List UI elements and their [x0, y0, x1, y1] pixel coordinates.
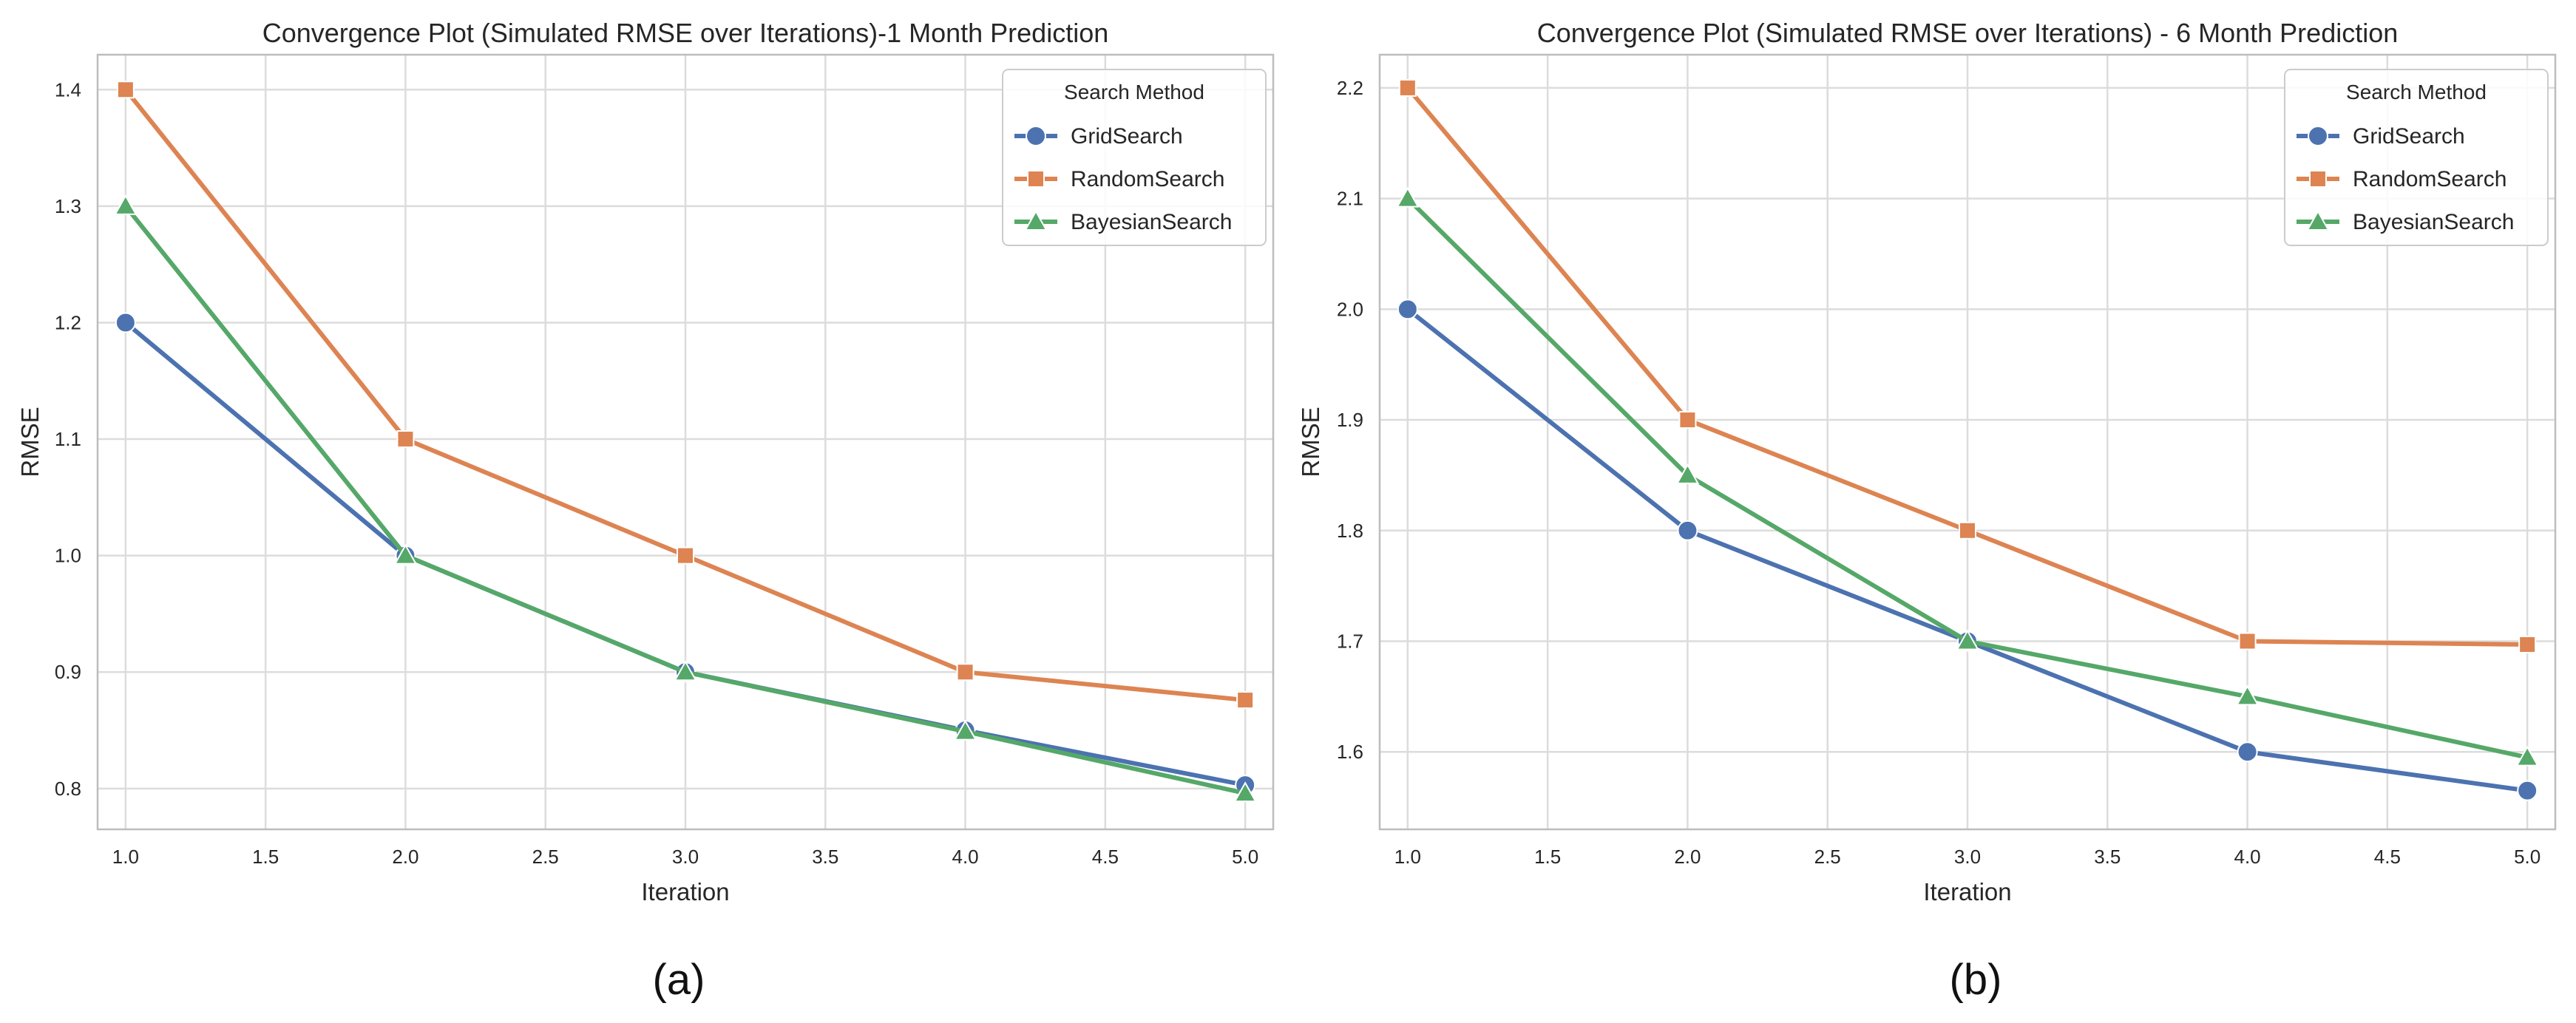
legend-title: Search Method — [1064, 81, 1204, 103]
chart-title: Convergence Plot (Simulated RMSE over It… — [1537, 18, 2399, 48]
x-tick-label: 5.0 — [2514, 846, 2541, 868]
x-tick-label: 2.0 — [392, 846, 418, 868]
x-tick-label: 3.5 — [812, 846, 838, 868]
x-tick-label: 5.0 — [1232, 846, 1258, 868]
x-axis-label: Iteration — [641, 878, 729, 905]
data-point — [953, 719, 977, 741]
legend-entry-bayesiansearch: BayesianSearch — [2297, 209, 2514, 234]
data-point — [1678, 411, 1697, 429]
data-point — [677, 546, 694, 565]
x-tick-label: 4.5 — [1092, 846, 1119, 868]
data-point — [2237, 741, 2258, 763]
panel-caption: (a) — [653, 956, 705, 1004]
y-tick-label: 1.7 — [1337, 630, 1363, 652]
y-tick-label: 1.2 — [55, 311, 81, 333]
legend-entry-randomsearch: RandomSearch — [1014, 167, 1224, 191]
data-point — [2238, 632, 2257, 650]
y-tick-label: 2.2 — [1337, 77, 1363, 99]
x-tick-label: 1.0 — [1394, 846, 1421, 868]
chart-panel-b: 1.0 1.5 2.0 2.5 3.0 3.5 4.0 4.5 5.0 1.6 1.7 1.8 1.9 2… — [1297, 18, 2557, 1004]
data-point — [1398, 78, 1417, 97]
legend-marker — [2306, 209, 2330, 231]
legend-label: RandomSearch — [1071, 167, 1224, 191]
chart-title: Convergence Plot (Simulated RMSE over It… — [262, 18, 1109, 48]
x-tick-label: 2.5 — [1814, 846, 1841, 868]
panel-caption: (b) — [1950, 956, 2002, 1004]
x-tick-label: 2.5 — [532, 846, 559, 868]
data-point — [1677, 520, 1698, 541]
x-axis-label: Iteration — [1923, 878, 2011, 905]
x-tick-label: 3.5 — [2094, 846, 2121, 868]
data-point — [115, 312, 136, 333]
legend-entry-gridsearch: GridSearch — [1014, 124, 1183, 149]
legend-label: GridSearch — [1071, 124, 1183, 149]
legend-entry-gridsearch: GridSearch — [2297, 124, 2465, 149]
plot-frame — [96, 53, 1275, 831]
legend: Search Method GridSearch RandomSearch Bayes… — [2284, 69, 2549, 246]
x-tick-label: 2.0 — [1674, 846, 1701, 868]
x-tick-label: 4.5 — [2374, 846, 2401, 868]
data-point — [393, 543, 418, 565]
data-point — [956, 663, 975, 682]
data-point — [2235, 684, 2260, 706]
legend-label: BayesianSearch — [2353, 210, 2514, 234]
y-tick-label: 1.4 — [55, 78, 81, 101]
y-tick-label: 1.1 — [55, 428, 81, 450]
series-bayesiansearch — [1396, 186, 2539, 767]
data-point — [674, 660, 697, 682]
legend-marker — [2308, 126, 2328, 146]
x-tick-label: 3.0 — [672, 846, 699, 868]
chart-panel-a: 1.0 1.5 2.0 2.5 3.0 3.5 4.0 4.5 5.0 0.8 0.9 1.0 1.1 1… — [16, 18, 1275, 1004]
data-point — [1956, 629, 1979, 650]
series-bayesiansearch — [114, 194, 1257, 803]
series-randomsearch — [1398, 78, 2537, 653]
legend-box — [1002, 69, 1267, 246]
y-tick-label: 1.3 — [55, 195, 81, 217]
data-point — [1397, 299, 1418, 320]
y-tick-label: 1.9 — [1337, 409, 1363, 431]
legend-marker — [2309, 170, 2327, 188]
legend-marker — [1026, 126, 1046, 146]
x-tick-label: 1.5 — [1534, 846, 1561, 868]
data-point — [114, 194, 138, 215]
data-point — [1396, 186, 1420, 208]
legend-marker — [1024, 209, 1048, 231]
y-tick-label: 0.8 — [55, 778, 81, 800]
data-point — [1675, 463, 1700, 484]
plot-frame — [1378, 53, 2557, 831]
data-point — [396, 430, 415, 449]
data-point — [1233, 781, 1257, 803]
legend-label: GridSearch — [2353, 124, 2465, 149]
data-point — [2518, 635, 2537, 653]
y-axis-label: RMSE — [1297, 407, 1324, 477]
legend-label: BayesianSearch — [1071, 210, 1232, 234]
legend-entry-bayesiansearch: BayesianSearch — [1014, 209, 1232, 234]
data-point — [2517, 780, 2538, 801]
legend-label: RandomSearch — [2353, 167, 2506, 191]
y-tick-label: 2.0 — [1337, 298, 1363, 320]
data-point — [2515, 745, 2539, 767]
legend-box — [2284, 69, 2549, 246]
data-point — [1959, 521, 1976, 540]
x-tick-label: 4.0 — [952, 846, 978, 868]
data-point — [116, 81, 135, 99]
y-tick-label: 1.8 — [1337, 520, 1363, 542]
legend-marker — [1027, 170, 1045, 188]
x-tick-label: 4.0 — [2234, 846, 2260, 868]
data-point — [1236, 691, 1255, 710]
legend-title: Search Method — [2346, 81, 2487, 103]
y-tick-label: 1.6 — [1337, 741, 1363, 763]
y-tick-label: 1.0 — [55, 545, 81, 567]
x-tick-label: 3.0 — [1954, 846, 1981, 868]
series-randomsearch — [116, 81, 1255, 710]
y-tick-label: 0.9 — [55, 661, 81, 683]
y-axis-label: RMSE — [16, 407, 44, 477]
x-tick-label: 1.5 — [252, 846, 279, 868]
legend: Search Method GridSearch RandomSearch Bayes… — [1002, 69, 1267, 246]
x-tick-label: 1.0 — [112, 846, 139, 868]
legend-entry-randomsearch: RandomSearch — [2297, 167, 2506, 191]
y-tick-label: 2.1 — [1337, 188, 1363, 210]
